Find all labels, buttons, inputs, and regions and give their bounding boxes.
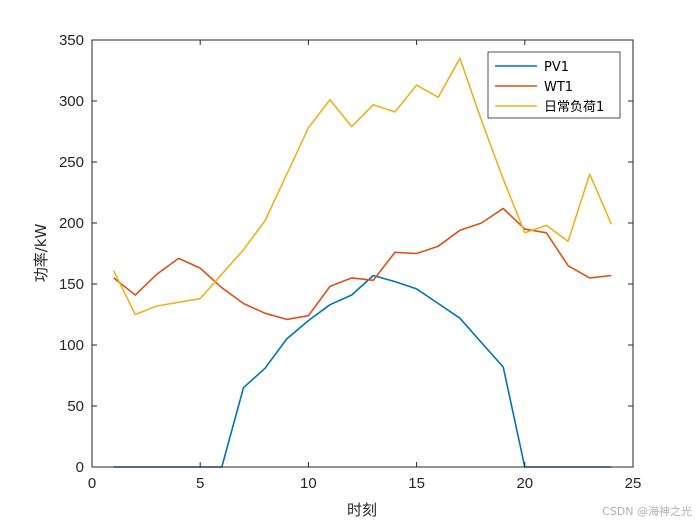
x-tick-label: 0 xyxy=(88,475,96,492)
x-axis-label: 时刻 xyxy=(347,501,377,519)
legend-label-1: PV1 xyxy=(544,60,569,75)
legend-entries: PV1 WT1 日常负荷1 xyxy=(495,60,604,115)
x-tick-label: 10 xyxy=(300,475,317,492)
x-tick-label: 5 xyxy=(196,475,204,492)
legend-label-3: 日常负荷1 xyxy=(544,100,604,115)
series-line-3 xyxy=(112,57,613,316)
legend-box xyxy=(487,51,621,119)
y-axis-label: 功率/kW xyxy=(32,224,50,283)
y-tick-label: 150 xyxy=(59,276,84,293)
legend-label-2: WT1 xyxy=(544,80,573,95)
y-tick-label: 100 xyxy=(59,337,84,354)
legend: PV1 WT1 日常负荷1 xyxy=(487,51,621,119)
y-tick-label: 0 xyxy=(76,459,84,476)
x-tick-label: 25 xyxy=(625,475,642,492)
y-tick-label: 50 xyxy=(67,398,84,415)
x-tick-label: 20 xyxy=(516,475,533,492)
y-tick-label: 250 xyxy=(59,154,84,171)
y-tick-label: 300 xyxy=(59,93,84,110)
y-tick-label: 200 xyxy=(59,215,84,232)
y-tick-label: 350 xyxy=(59,32,84,49)
watermark-text: CSDN @海神之光 xyxy=(602,505,692,518)
x-tick-label: 15 xyxy=(408,475,425,492)
axes-box xyxy=(91,39,634,468)
series-line-2 xyxy=(113,207,612,321)
